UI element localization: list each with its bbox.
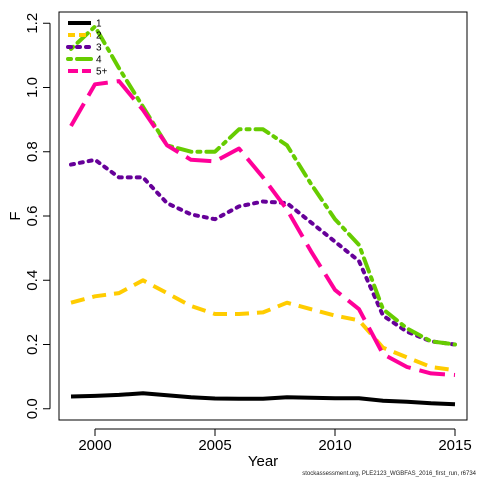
legend-label-4: 4 [96, 55, 102, 66]
series-line-2 [70, 278, 456, 373]
series-line-3 [69, 157, 457, 347]
y-tick-label: 0.4 [24, 270, 41, 291]
plot-frame [58, 11, 468, 421]
footer-credit: stockassessment.org, PLE2123_WGBFAS_2016… [302, 471, 476, 477]
series-line-1 [70, 391, 456, 407]
series-line-5 [69, 79, 456, 377]
legend-label-2: 2 [96, 31, 102, 42]
legend-label-5: 5+ [96, 67, 108, 78]
x-tick-label: 2000 [78, 437, 111, 454]
y-tick-label: 0.8 [24, 141, 41, 162]
y-tick-label: 0.6 [24, 206, 41, 227]
y-axis-label: F [7, 211, 24, 220]
y-tick-label: 0.0 [24, 398, 41, 419]
axis-layer: 2000 2005 2010 2015 0.0 0.2 0.4 0.6 0.8 1.0 1.2 [24, 13, 472, 454]
x-tick-label: 2005 [198, 437, 231, 454]
y-tick-label: 1.0 [24, 77, 41, 98]
x-tick-label: 2010 [318, 437, 351, 454]
x-tick-label: 2015 [438, 437, 471, 454]
y-tick-label: 0.2 [24, 334, 41, 355]
legend-label-3: 3 [96, 43, 102, 54]
legend-label-1: 1 [96, 19, 102, 30]
series-layer [69, 24, 457, 407]
x-axis-label: Year [248, 453, 278, 470]
series-line-4 [69, 24, 457, 347]
y-tick-label: 1.2 [24, 13, 41, 34]
